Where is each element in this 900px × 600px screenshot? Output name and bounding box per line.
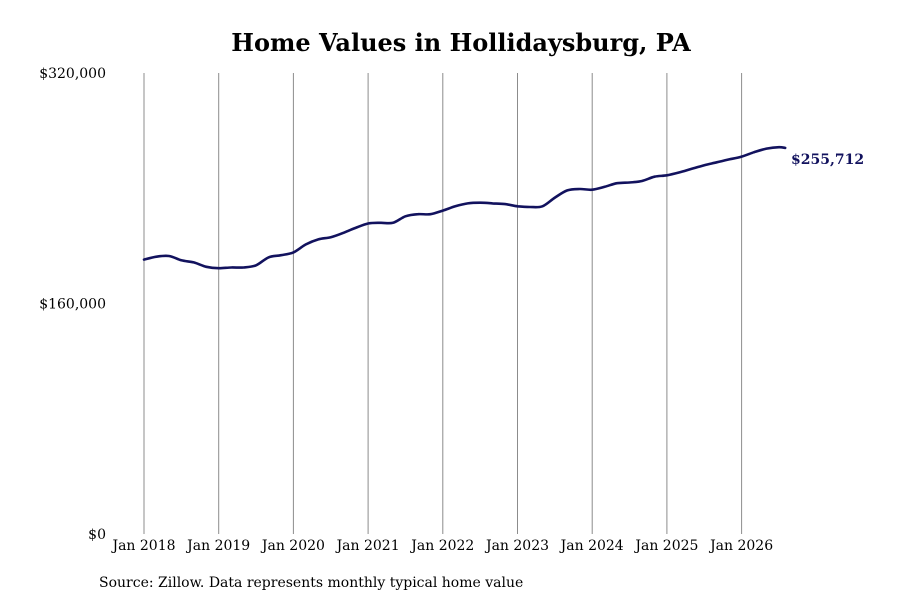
y-tick-label: $160,000 [39, 297, 106, 313]
x-tick-label: Jan 2025 [633, 538, 698, 554]
source-note: Source: Zillow. Data represents monthly … [99, 575, 523, 591]
y-tick-label: $0 [88, 527, 106, 543]
x-tick-label: Jan 2019 [185, 538, 250, 554]
x-tick-label: Jan 2021 [335, 538, 400, 554]
x-tick-label: Jan 2018 [110, 538, 175, 554]
latest-value-label: $255,712 [791, 152, 864, 168]
home-value-line [142, 145, 787, 270]
x-axis-ticks: Jan 2018 Jan 2019 Jan 2020 Jan 2021 Jan 2022… [110, 538, 773, 554]
gridlines [143, 73, 743, 534]
y-tick-label: $320,000 [39, 66, 106, 82]
x-tick-label: Jan 2020 [260, 538, 325, 554]
y-axis-ticks: $320,000 $160,000 $0 [39, 66, 106, 543]
x-tick-label: Jan 2026 [708, 538, 773, 554]
chart-title: Home Values in Hollidaysburg, PA [231, 28, 691, 57]
x-tick-label: Jan 2023 [484, 538, 549, 554]
x-tick-label: Jan 2024 [559, 538, 624, 554]
x-tick-label: Jan 2022 [409, 538, 474, 554]
